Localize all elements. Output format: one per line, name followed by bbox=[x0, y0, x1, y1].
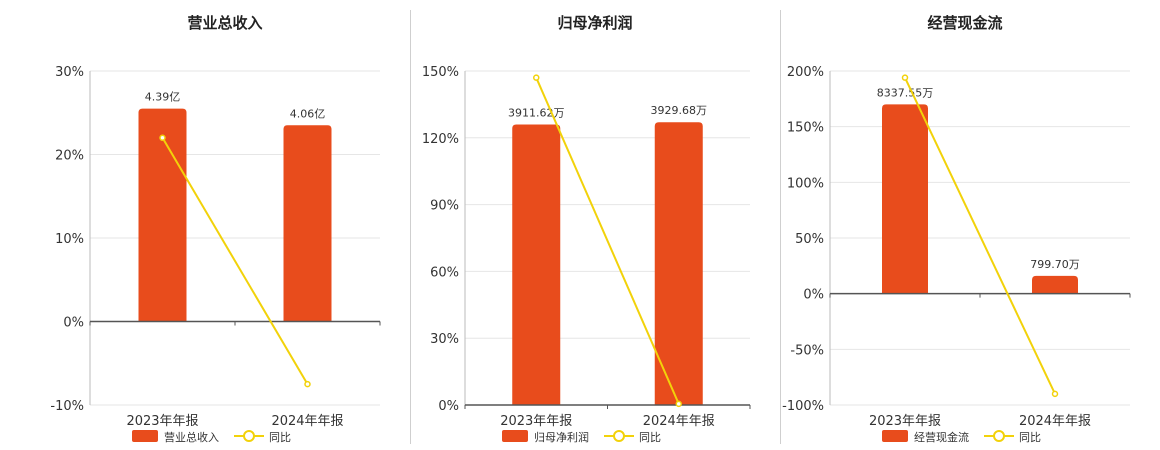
line-point bbox=[159, 134, 166, 142]
chart-plot: 30% 20% 10% 0% -10% 4.39亿 4.06亿 2023年年报 2024年年报 bbox=[50, 65, 381, 429]
legend-line-swatch bbox=[604, 430, 634, 442]
line-point bbox=[901, 74, 909, 81]
y-tick-label: 150% bbox=[422, 65, 459, 80]
legend-bar-label: 归母净利润 bbox=[534, 431, 589, 444]
legend-line-swatch bbox=[984, 430, 1014, 442]
legend-line-label: 同比 bbox=[639, 431, 661, 444]
chart-plot: 150% 120% 90% 60% 30% 0% 3911.62万 3929.68万 2023年… bbox=[422, 65, 751, 429]
legend-line-label: 同比 bbox=[1019, 431, 1041, 444]
bar bbox=[654, 122, 703, 406]
y-tick-label: -50% bbox=[790, 343, 824, 358]
x-tick-label: 2024年年报 bbox=[271, 414, 343, 429]
chart-plot: 200% 150% 100% 50% 0% -50% -100% 8337.55万 799.70… bbox=[782, 65, 1131, 429]
panel-divider bbox=[780, 10, 781, 444]
line-point bbox=[1051, 390, 1059, 398]
x-tick-label: 2024年年报 bbox=[1019, 414, 1091, 429]
chart-panel-net-profit: 归母净利润 150% 120% 90% 60% 30% 0% 3911.62万 3929.68… bbox=[410, 0, 780, 450]
line-series-yoy bbox=[535, 77, 680, 405]
chart-panel-revenue: 营业总收入 30% 20% 10% 0% -10% 4.39亿 4.06亿 2023年年报 20… bbox=[40, 0, 410, 450]
y-tick-label: 120% bbox=[422, 132, 459, 147]
legend-line-label: 同比 bbox=[269, 431, 291, 444]
line-point bbox=[675, 400, 682, 408]
legend-line-swatch bbox=[234, 430, 264, 442]
line-series-yoy bbox=[904, 77, 1056, 395]
x-tick-label: 2024年年报 bbox=[643, 414, 715, 429]
y-tick-label: 30% bbox=[55, 65, 84, 80]
y-tick-label: -10% bbox=[50, 399, 84, 414]
bar-value-label: 799.70万 bbox=[1030, 258, 1080, 271]
bar-value-label: 3911.62万 bbox=[508, 106, 565, 119]
chart-panel-operating-cashflow: 经营现金流 200% 150% 100% 50% 0% -50% -100% 8337.55万… bbox=[780, 0, 1150, 450]
x-tick-label: 2023年年报 bbox=[869, 414, 941, 429]
y-tick-label: 60% bbox=[430, 265, 459, 280]
legend-bar-label: 营业总收入 bbox=[164, 431, 219, 444]
line-series-yoy bbox=[161, 137, 309, 385]
legend-bar-swatch bbox=[882, 430, 908, 442]
panel-divider bbox=[410, 10, 411, 444]
y-tick-label: 50% bbox=[795, 232, 824, 247]
bar bbox=[882, 104, 928, 294]
x-tick-label: 2023年年报 bbox=[126, 414, 198, 429]
bar bbox=[512, 124, 561, 405]
line-point bbox=[533, 74, 540, 81]
bar-value-label: 3929.68万 bbox=[651, 104, 708, 117]
bar bbox=[1032, 275, 1078, 294]
y-tick-label: 0% bbox=[438, 399, 459, 414]
y-tick-label: 100% bbox=[787, 176, 824, 191]
x-tick-label: 2023年年报 bbox=[500, 414, 572, 429]
bar-value-label: 8337.55万 bbox=[877, 86, 934, 99]
legend-bar-swatch bbox=[132, 430, 158, 442]
y-tick-label: 0% bbox=[803, 288, 824, 303]
y-tick-label: 150% bbox=[787, 121, 824, 136]
legend-bar-label: 经营现金流 bbox=[914, 431, 969, 444]
chart-title: 归母净利润 bbox=[557, 14, 633, 32]
bar bbox=[283, 125, 332, 322]
y-tick-label: 10% bbox=[55, 232, 84, 247]
chart-title: 经营现金流 bbox=[927, 14, 1003, 32]
bar-value-label: 4.39亿 bbox=[145, 91, 181, 104]
chart-legend: 归母净利润 同比 bbox=[410, 428, 780, 444]
chart-title: 营业总收入 bbox=[187, 14, 263, 32]
y-tick-label: 30% bbox=[430, 332, 459, 347]
chart-legend: 经营现金流 同比 bbox=[780, 428, 1150, 444]
chart-legend: 营业总收入 同比 bbox=[40, 428, 410, 444]
y-tick-label: 200% bbox=[787, 65, 824, 80]
legend-bar-swatch bbox=[502, 430, 528, 442]
bar-value-label: 4.06亿 bbox=[290, 107, 326, 120]
line-point bbox=[304, 380, 311, 388]
y-tick-label: 90% bbox=[430, 199, 459, 214]
y-tick-label: 20% bbox=[55, 149, 84, 164]
y-tick-label: -100% bbox=[782, 399, 824, 414]
y-tick-label: 0% bbox=[63, 316, 84, 331]
bar bbox=[138, 108, 187, 322]
